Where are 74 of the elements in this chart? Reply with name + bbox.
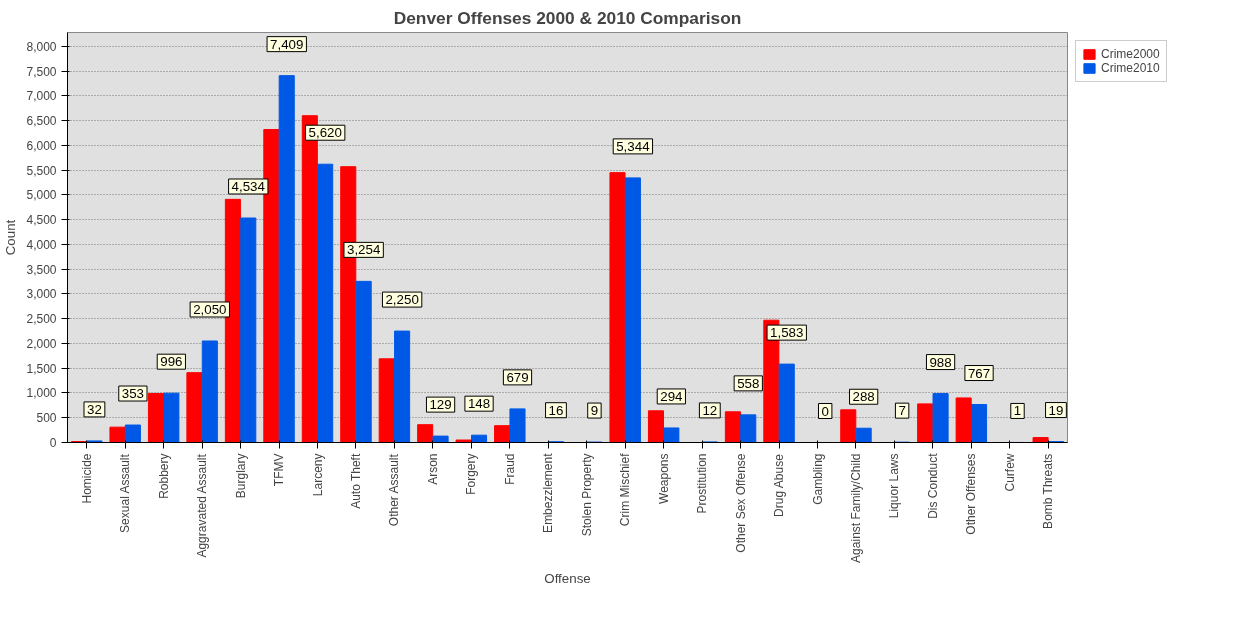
- data-label: 1: [1013, 403, 1022, 419]
- data-label: 148: [467, 396, 491, 412]
- y-tick-label: 6,500: [26, 114, 57, 129]
- chart-title: Denver Offenses 2000 & 2010 Comparison: [393, 7, 742, 28]
- x-tick-label: Crim Mischief: [618, 452, 633, 527]
- data-label: 16: [548, 402, 564, 418]
- x-tick-label: Dis Conduct: [925, 452, 940, 519]
- x-tick-label: Bomb Threats: [1041, 453, 1056, 529]
- y-tick-label: 2,000: [26, 336, 57, 351]
- data-label: 353: [121, 386, 145, 402]
- x-tick-label: Drug Abuse: [772, 453, 787, 517]
- data-label: 9: [590, 403, 599, 419]
- x-tick-label: Aggravated Assault: [195, 453, 210, 558]
- data-label: 3,254: [346, 242, 381, 258]
- x-tick-label: Other Offenses: [964, 453, 979, 535]
- data-label: 2,250: [385, 292, 419, 308]
- data-label: 288: [852, 389, 875, 405]
- data-label: 5,620: [308, 125, 342, 141]
- x-axis-title: Offense: [544, 570, 591, 586]
- data-label: 5,344: [616, 138, 651, 154]
- y-tick-label: 1,000: [26, 386, 57, 401]
- y-tick-label: 4,500: [26, 213, 57, 228]
- y-tick-label: 5,000: [26, 188, 57, 203]
- x-tick-label: Forgery: [464, 453, 479, 495]
- y-axis-title: Count: [3, 219, 19, 256]
- data-label: 679: [506, 369, 529, 385]
- data-label: 129: [429, 397, 452, 413]
- y-tick-label: 7,500: [26, 64, 57, 79]
- y-tick-label: 4,000: [26, 237, 57, 252]
- data-label: 12: [702, 402, 718, 418]
- data-label: 32: [87, 401, 102, 417]
- x-tick-label: Stolen Property: [579, 453, 594, 537]
- legend-label: Crime2000: [1101, 47, 1160, 61]
- x-tick-label: Burglary: [233, 453, 248, 499]
- data-label: 558: [737, 375, 760, 391]
- data-label: 4,534: [231, 178, 266, 194]
- y-tick-label: 7,000: [26, 89, 57, 104]
- data-label: 0: [821, 403, 829, 419]
- y-tick-label: 6,000: [26, 138, 57, 153]
- x-tick-label: Against Family/Child: [848, 453, 863, 563]
- data-label: 7: [898, 403, 906, 419]
- x-tick-label: Embezzlement: [541, 452, 556, 533]
- y-tick-label: 5,500: [26, 163, 57, 178]
- y-tick-label: 0: [49, 436, 57, 450]
- x-tick-label: Arson: [425, 453, 440, 485]
- x-tick-label: Auto Theft: [348, 453, 363, 509]
- x-tick-label: Fraud: [502, 453, 517, 485]
- data-label: 2,050: [193, 301, 227, 317]
- data-label: 19: [1048, 402, 1064, 418]
- x-tick-label: Other Sex Offense: [733, 453, 748, 553]
- y-tick-label: 1,500: [26, 361, 57, 376]
- y-tick-label: 3,500: [26, 262, 57, 277]
- x-tick-label: Liquor Laws: [887, 453, 902, 519]
- x-tick-label: Larceny: [310, 453, 325, 497]
- y-tick-label: 3,000: [26, 287, 57, 302]
- data-label: 996: [160, 354, 183, 370]
- x-tick-label: Robbery: [156, 453, 171, 499]
- data-label: 1,583: [770, 325, 804, 341]
- data-label: 988: [929, 354, 952, 370]
- x-tick-label: Other Assault: [387, 453, 402, 527]
- x-tick-label: Prostitution: [695, 453, 710, 514]
- data-label: 294: [660, 388, 684, 404]
- y-tick-label: 500: [36, 411, 57, 426]
- x-tick-label: TFMV: [272, 453, 287, 487]
- x-tick-label: Curfew: [1002, 453, 1017, 492]
- y-tick-label: 8,000: [26, 39, 57, 54]
- x-tick-label: Weapons: [656, 453, 671, 504]
- x-tick-label: Homicide: [79, 453, 94, 504]
- data-label: 7,409: [270, 36, 304, 52]
- data-label: 767: [967, 365, 991, 381]
- x-tick-label: Gambling: [810, 453, 825, 505]
- y-tick-label: 2,500: [26, 312, 57, 327]
- x-tick-label: Sexual Assault: [118, 453, 133, 533]
- legend-label: Crime2010: [1101, 61, 1160, 75]
